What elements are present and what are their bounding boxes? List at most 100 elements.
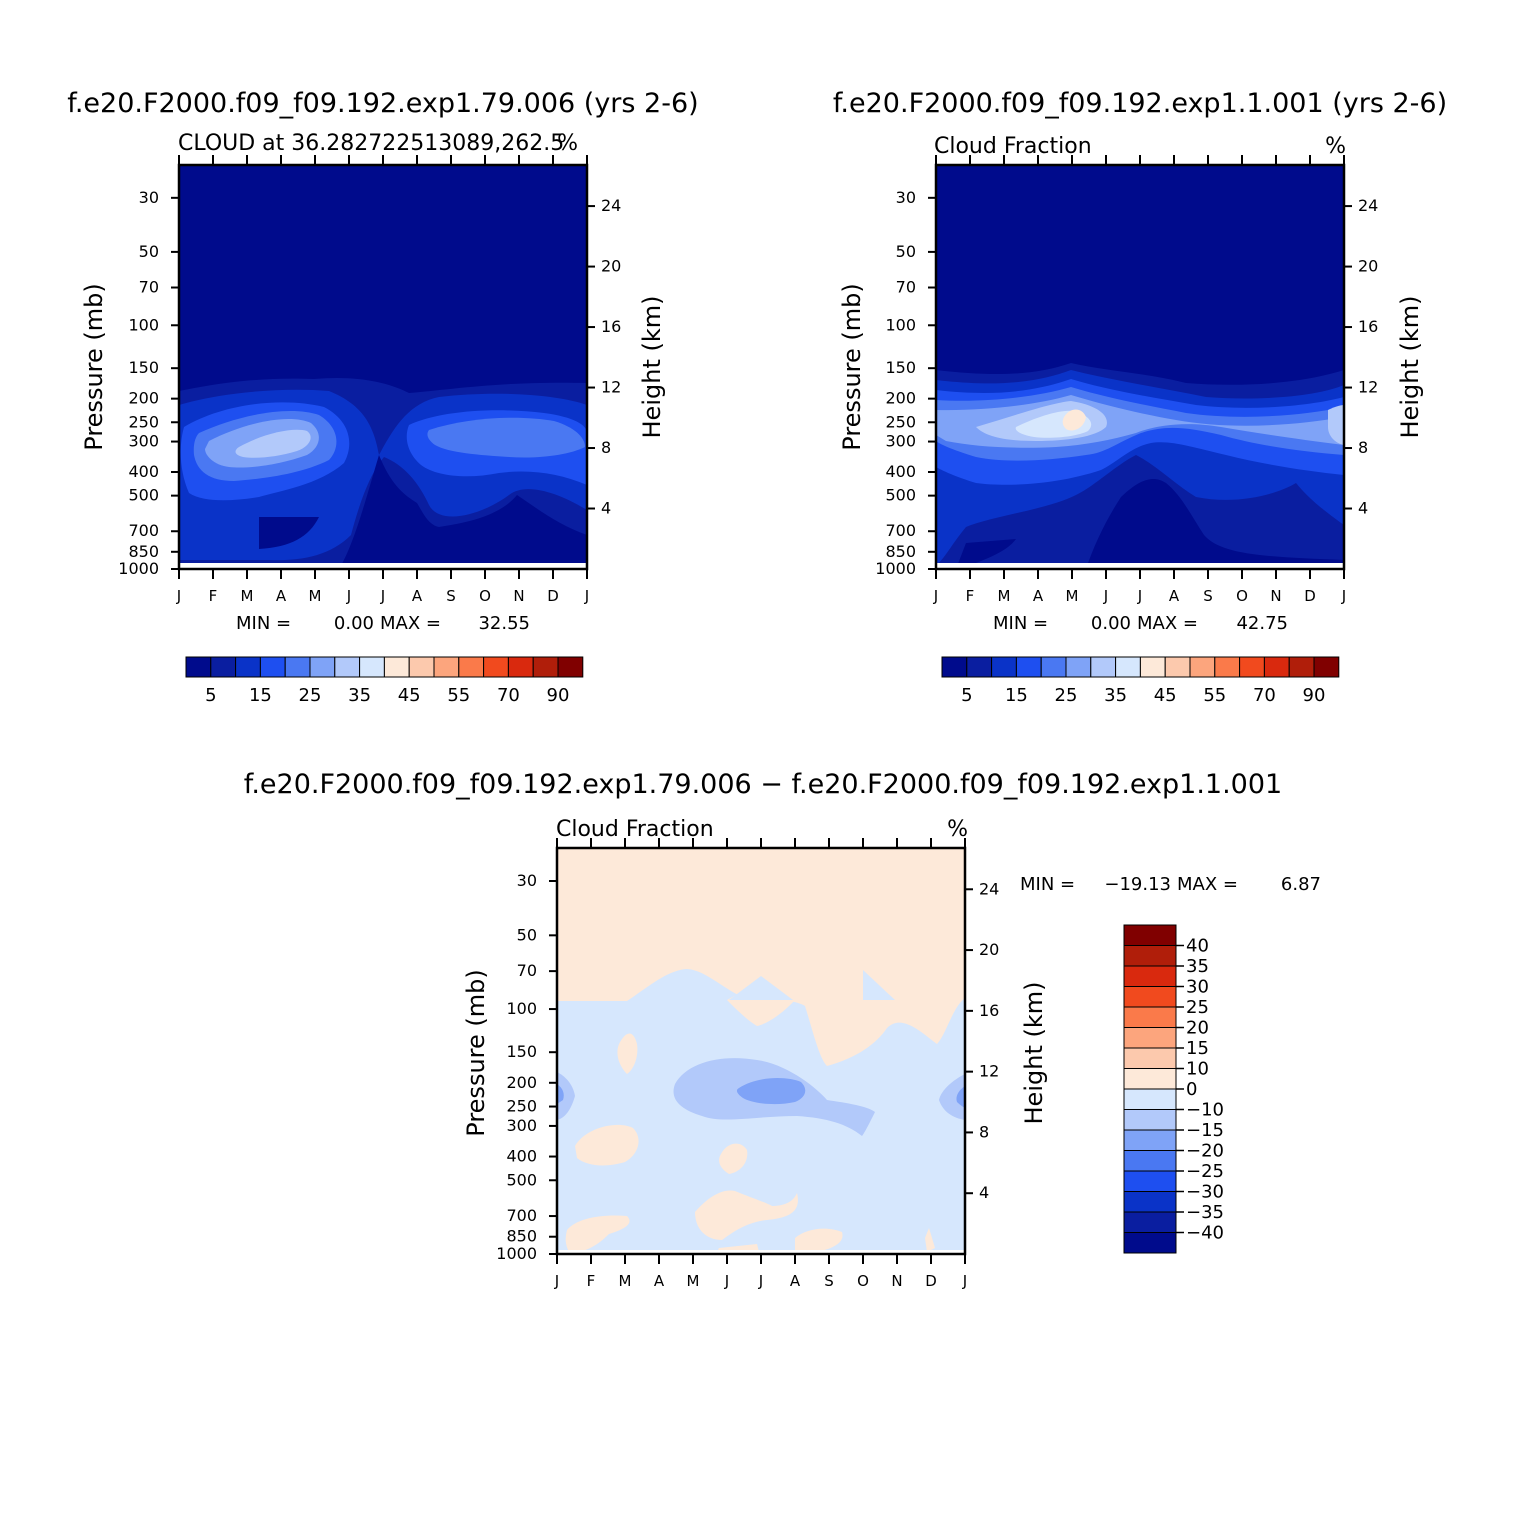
panel-b-colorbar-swatch	[1239, 656, 1265, 678]
panel-c-colorbar-label: −20	[1186, 1141, 1224, 1162]
panel-a-xtick-label: O	[479, 587, 491, 605]
panel-b-xtick-label: J	[1341, 587, 1346, 605]
panel-c-ytick-right-label: 24	[979, 879, 999, 898]
panel-b-colorbar-label: 70	[1253, 685, 1276, 706]
panel-b-ytick-label: 30	[896, 188, 916, 207]
panel-c-max-value: 6.87	[1281, 874, 1321, 895]
panel-b-colorbar-swatch	[1288, 656, 1315, 678]
panel-b-colorbar-swatch	[1189, 656, 1216, 678]
panel-c-neg10-band-2	[557, 1072, 575, 1120]
panel-c-neg15-core-1	[736, 1078, 806, 1105]
panel-a-colorbar-swatch	[235, 656, 261, 678]
panel-b-colorbar-swatch	[1115, 656, 1141, 678]
panel-a-colorbar-swatch	[210, 656, 237, 678]
panel-c-xtick-label: J	[962, 1272, 967, 1290]
panel-b-title: f.e20.F2000.f09_f09.192.exp1.1.001 (yrs …	[833, 88, 1447, 119]
panel-c-xtick-label: D	[925, 1272, 937, 1290]
panel-b-ytick-label: 250	[885, 412, 916, 431]
panel-a-surface	[179, 563, 587, 569]
panel-a-min-label: MIN =	[236, 613, 291, 634]
panel-a-xtick-label: J	[380, 587, 385, 605]
panel-b-ytick-label: 400	[885, 462, 916, 481]
panel-a-ytick-label: 250	[128, 412, 159, 431]
panel-b-ytick-label: 200	[885, 389, 916, 408]
panel-c-positive-island-5	[695, 1190, 798, 1240]
panel-c-negative-island-1	[729, 976, 793, 1000]
panel-b-colorbar-swatch	[1090, 656, 1117, 678]
panel-b-colorbar-swatch	[1313, 656, 1340, 678]
panel-c-title: f.e20.F2000.f09_f09.192.exp1.79.006 − f.…	[244, 769, 1282, 800]
panel-b-ytick-label: 700	[885, 521, 916, 540]
panel-c-colorbar-label: 0	[1186, 1079, 1197, 1100]
panel-a-xtick-label: A	[412, 587, 423, 605]
panel-b-units: %	[1325, 134, 1346, 159]
panel-c-colorbar-label: −40	[1186, 1223, 1224, 1244]
panel-c-colorbar-label: −15	[1186, 1120, 1224, 1141]
panel-a-max-value: 32.55	[478, 613, 530, 634]
panel-b-colorbar-label: 15	[1005, 685, 1028, 706]
panel-c-positive-island-3	[575, 1124, 639, 1166]
panel-a-colorbar-swatch	[259, 656, 286, 678]
panel-b-colorbar-label: 90	[1303, 685, 1326, 706]
panel-c-colorbar-label: 40	[1186, 936, 1209, 957]
panel-a-colorbar-swatch	[483, 656, 509, 678]
panel-a-ytick-label: 30	[139, 188, 159, 207]
panel-b-xtick-label: D	[1304, 587, 1316, 605]
panel-b-colorbar-swatch	[1214, 656, 1241, 678]
panel-c-ytick-label: 300	[506, 1116, 537, 1135]
panel-a-colorbar-swatch	[532, 656, 559, 678]
panel-c-ytick-label: 500	[506, 1170, 537, 1189]
panel-c-colorbar-label: −10	[1186, 1100, 1224, 1121]
panel-a-xtick-label: M	[309, 587, 322, 605]
panel-b-colorbar-label: 35	[1104, 685, 1127, 706]
panel-a-colorbar-swatch	[433, 656, 460, 678]
panel-a-ytick-label: 1000	[118, 559, 159, 578]
panel-c-ytick-right-label: 20	[979, 940, 999, 959]
panel-c-ytick-label: 1000	[496, 1244, 537, 1263]
panel-c-ytick-label: 700	[506, 1206, 537, 1225]
panel-c-colorbar-swatch	[1123, 1150, 1177, 1172]
panel-b-colorbar-swatch	[1040, 656, 1067, 678]
panel-b-level-6b	[1328, 405, 1344, 445]
panel-a-ylabel-right: Height (km)	[638, 296, 666, 439]
panel-b-ytick-label: 100	[885, 315, 916, 334]
panel-b-colorbar-swatch	[1164, 656, 1191, 678]
panel-a-ytick-right-label: 8	[601, 438, 611, 457]
panel-b-max-label: MAX =	[1137, 613, 1198, 634]
panel-c-colorbar-swatch	[1123, 1109, 1177, 1131]
panel-c-positive-island-6	[565, 1215, 630, 1252]
panel-b-surface	[936, 563, 1344, 569]
panel-b-colorbar-swatch	[1015, 656, 1042, 678]
panel-b-colorbar: 5 15 25 35 45 55 70 90	[941, 656, 1340, 706]
panel-a-ytick-right-label: 16	[601, 317, 621, 336]
panel-c-colorbar-swatch	[1123, 1232, 1177, 1254]
panel-b-ytick-label: 50	[896, 242, 916, 261]
panel-c-colorbar-swatch	[1123, 1170, 1177, 1192]
panel-b-colorbar-swatch	[1263, 656, 1290, 678]
panel-a-xtick-label: M	[241, 587, 254, 605]
panel-b-xtick-label: J	[1137, 587, 1142, 605]
panel-b-ytick-label: 70	[896, 278, 916, 297]
panel-a-colorbar: 5 15 25 35 45 55 70 90	[185, 656, 584, 706]
panel-c-xtick-label: A	[654, 1272, 665, 1290]
panel-a-colorbar-swatch	[334, 656, 361, 678]
panel-a-colorbar-swatch	[408, 656, 435, 678]
panel-a-xtick-label: J	[346, 587, 351, 605]
panel-a-colorbar-swatch	[309, 656, 336, 678]
panel-b-contours	[936, 165, 1344, 569]
panel-c-ylabel: Pressure (mb)	[462, 969, 490, 1136]
panel-c-positive-island-2	[617, 1033, 638, 1074]
panel-c-max-label: MAX =	[1177, 874, 1238, 895]
panel-b-subtitle: Cloud Fraction	[934, 134, 1092, 159]
panel-b-ytick-right-label: 24	[1358, 196, 1378, 215]
panel-a-colorbar-label: 70	[497, 685, 520, 706]
panel-a-colorbar-label: 15	[249, 685, 272, 706]
panel-b-colorbar-label: 5	[961, 685, 972, 706]
panel-a-ytick-label: 300	[128, 432, 159, 451]
